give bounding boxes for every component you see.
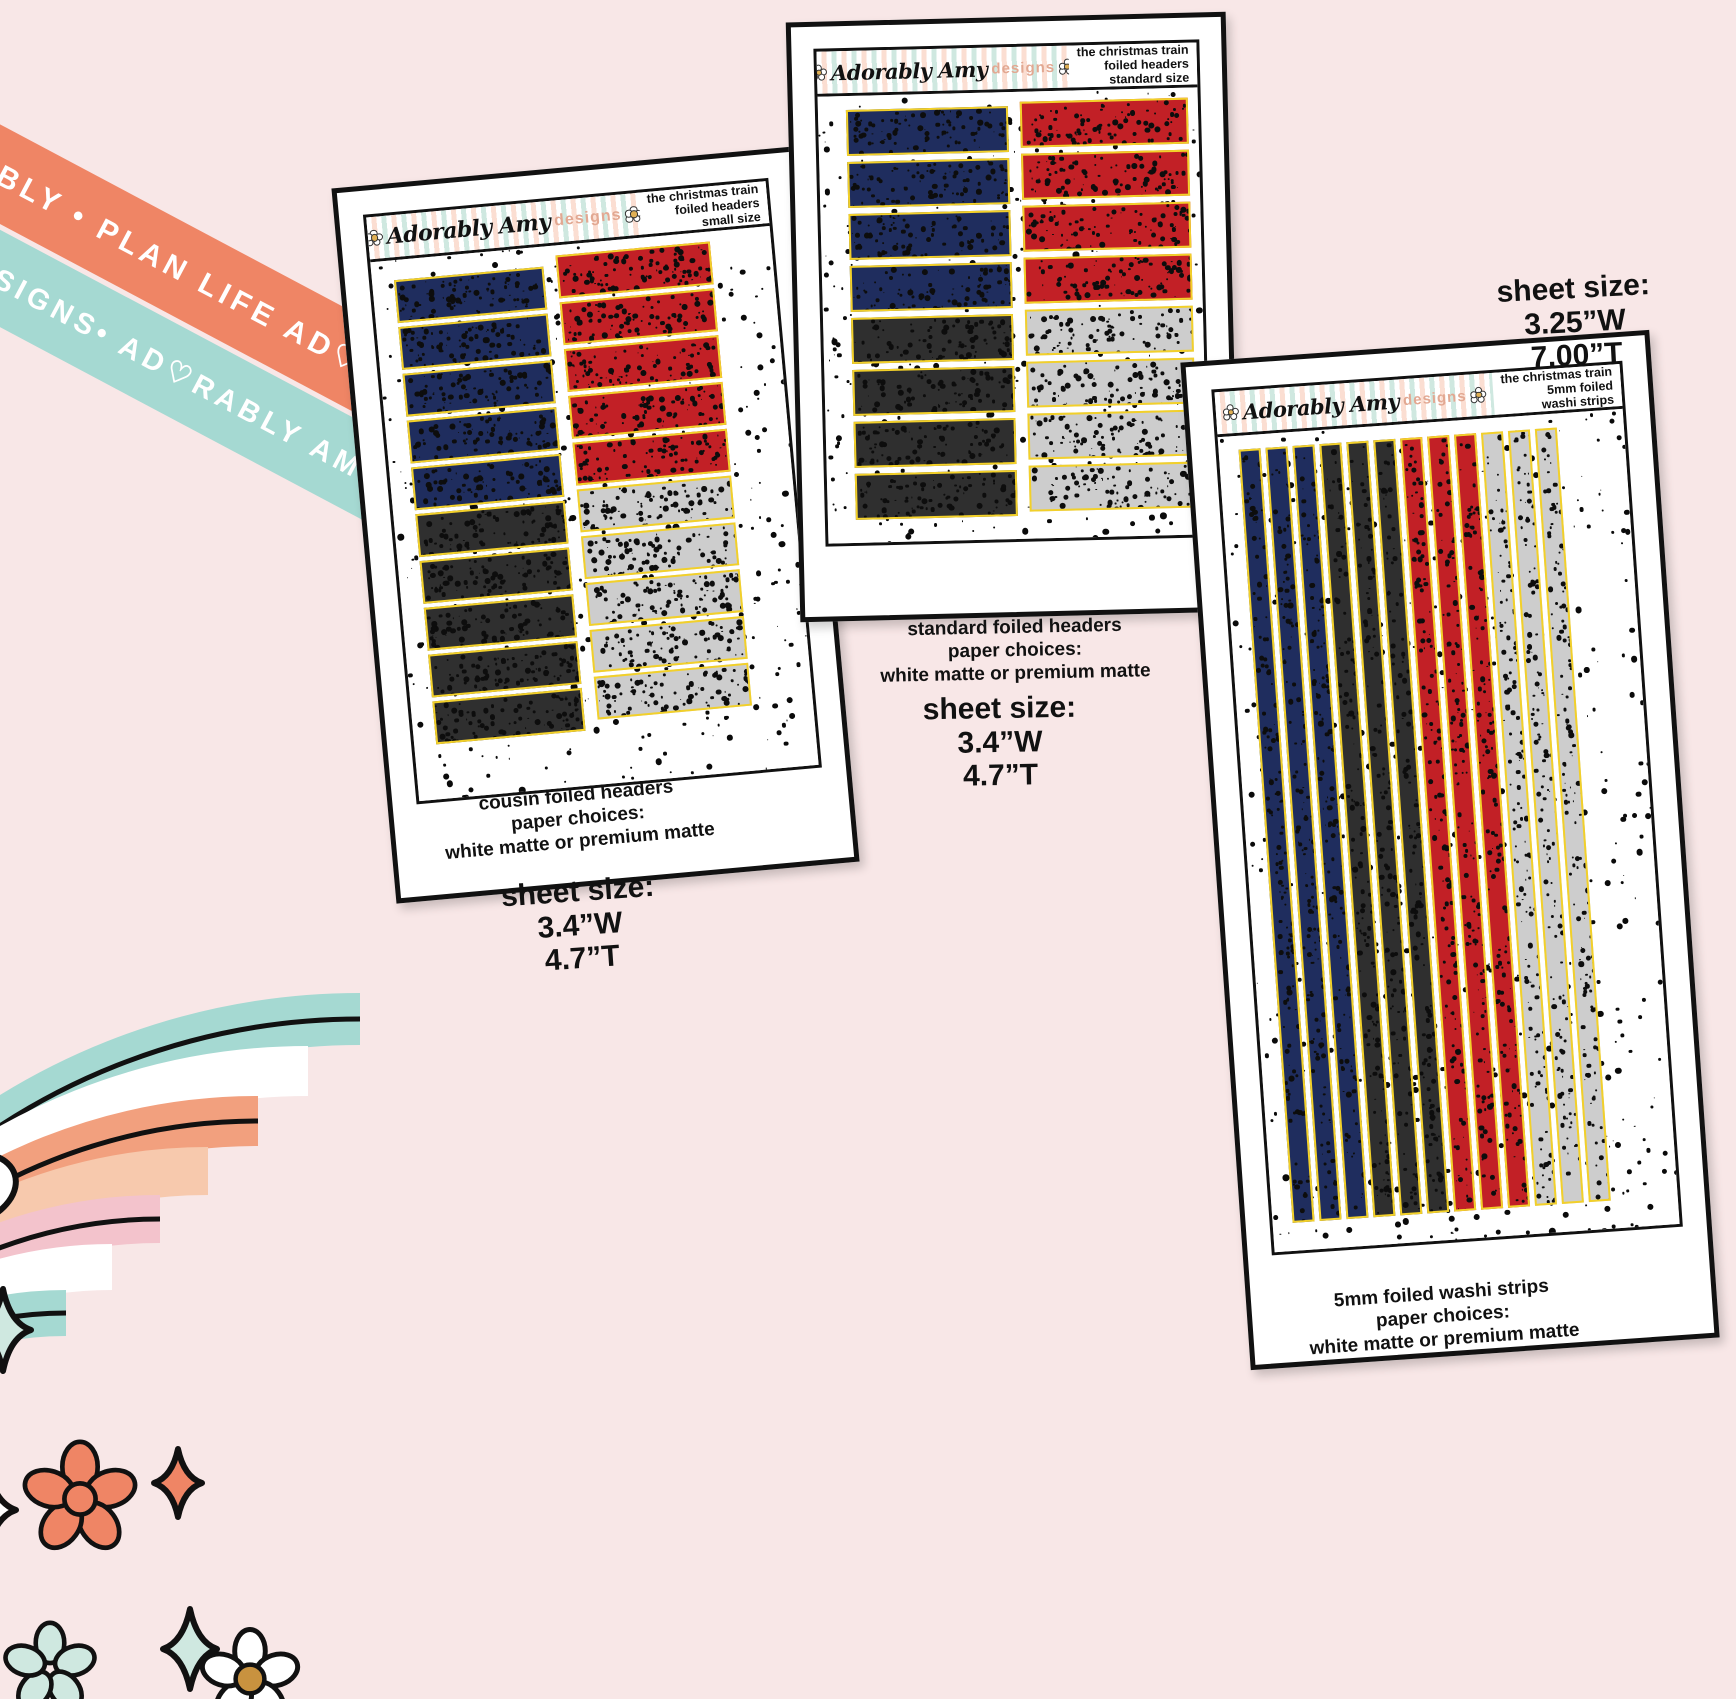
sticker-sheet-small: Adorably Amy designs the christmas train… (363, 178, 822, 804)
brand-stripe-bar: Adorably Amy designs (816, 46, 1069, 94)
header-sticker-column-right (1020, 98, 1198, 512)
sheet-size-standard: sheet size: 3.4”W 4.7”T (879, 690, 1121, 795)
header-sticker[interactable] (432, 688, 585, 744)
sticker-sheet-standard: Adorably Amy designs the christmas train… (813, 39, 1211, 546)
sticker-sheet-card-washi[interactable]: Adorably Amy designs the christmas train… (1180, 330, 1719, 1370)
header-sticker[interactable] (1021, 150, 1190, 200)
brand-designs-word: designs (991, 58, 1055, 77)
header-sticker[interactable] (1022, 202, 1191, 252)
header-sticker[interactable] (594, 663, 752, 720)
daisy-icon (816, 64, 827, 80)
daisy-icon (366, 229, 383, 247)
sheet-title-line-3: standard size (1109, 71, 1189, 87)
product-listing-canvas: PLAN LIFE AD♡RABLY • PLAN LIFE AD♡RABLY … (0, 0, 1736, 1389)
sticker-sheet-washi: Adorably Amy designs the christmas train… (1211, 361, 1683, 1256)
washi-strip-row (1239, 428, 1611, 1223)
sheet-body-standard (818, 87, 1209, 546)
header-sticker[interactable] (854, 418, 1017, 468)
sheet-caption-standard: standard foiled headers paper choices: w… (829, 613, 1200, 689)
header-sticker[interactable] (1025, 306, 1194, 356)
sticker-sheet-card-standard[interactable]: Adorably Amy designs the christmas train… (786, 12, 1241, 623)
header-sticker[interactable] (851, 314, 1014, 364)
daisy-icon (1470, 386, 1487, 403)
sheet-size-washi: sheet size: 3.25”W 7.00”T (1453, 266, 1698, 379)
header-sticker[interactable] (848, 210, 1011, 260)
header-sticker-column-left (394, 267, 586, 745)
sheet-title-small: the christmas train foiled headers small… (638, 181, 769, 234)
header-sticker[interactable] (847, 158, 1010, 208)
header-sticker[interactable] (1026, 358, 1195, 408)
header-sticker[interactable] (852, 366, 1015, 416)
daisy-icon (1059, 58, 1070, 74)
header-sticker-column-left (846, 106, 1018, 520)
header-sticker[interactable] (850, 262, 1013, 312)
brand-designs-word: designs (554, 206, 623, 230)
header-sticker[interactable] (1020, 98, 1189, 148)
daisy-icon (1222, 404, 1239, 421)
brand-designs-word: designs (1402, 387, 1467, 408)
header-sticker[interactable] (1029, 462, 1198, 512)
flower-mint (2, 1623, 99, 1699)
sheet-size-small: sheet size: 3.4”W 4.7”T (457, 867, 703, 984)
size-line-2: 3.4”W (880, 724, 1121, 762)
sheet-body-washi (1218, 409, 1680, 1255)
header-sticker-column-right (555, 241, 752, 719)
header-sticker[interactable] (1027, 410, 1196, 460)
sheet-title-standard: the christmas train foiled headers stand… (1069, 42, 1198, 87)
flower-white-gold (198, 1630, 302, 1699)
size-line-1: sheet size: (879, 690, 1120, 728)
size-line-3: 4.7”T (880, 757, 1121, 795)
header-sticker[interactable] (855, 470, 1018, 520)
sheet-body-small (370, 226, 819, 804)
header-sticker[interactable] (846, 106, 1009, 156)
brand-script-name: Adorably Amy (386, 209, 552, 250)
daisy-icon (625, 205, 642, 223)
rainbow-decoration (0, 879, 580, 1699)
brand-script-name: Adorably Amy (1242, 388, 1400, 424)
flower-orange (20, 1442, 140, 1556)
brand-script-name: Adorably Amy (831, 56, 988, 85)
header-sticker[interactable] (1024, 254, 1193, 304)
